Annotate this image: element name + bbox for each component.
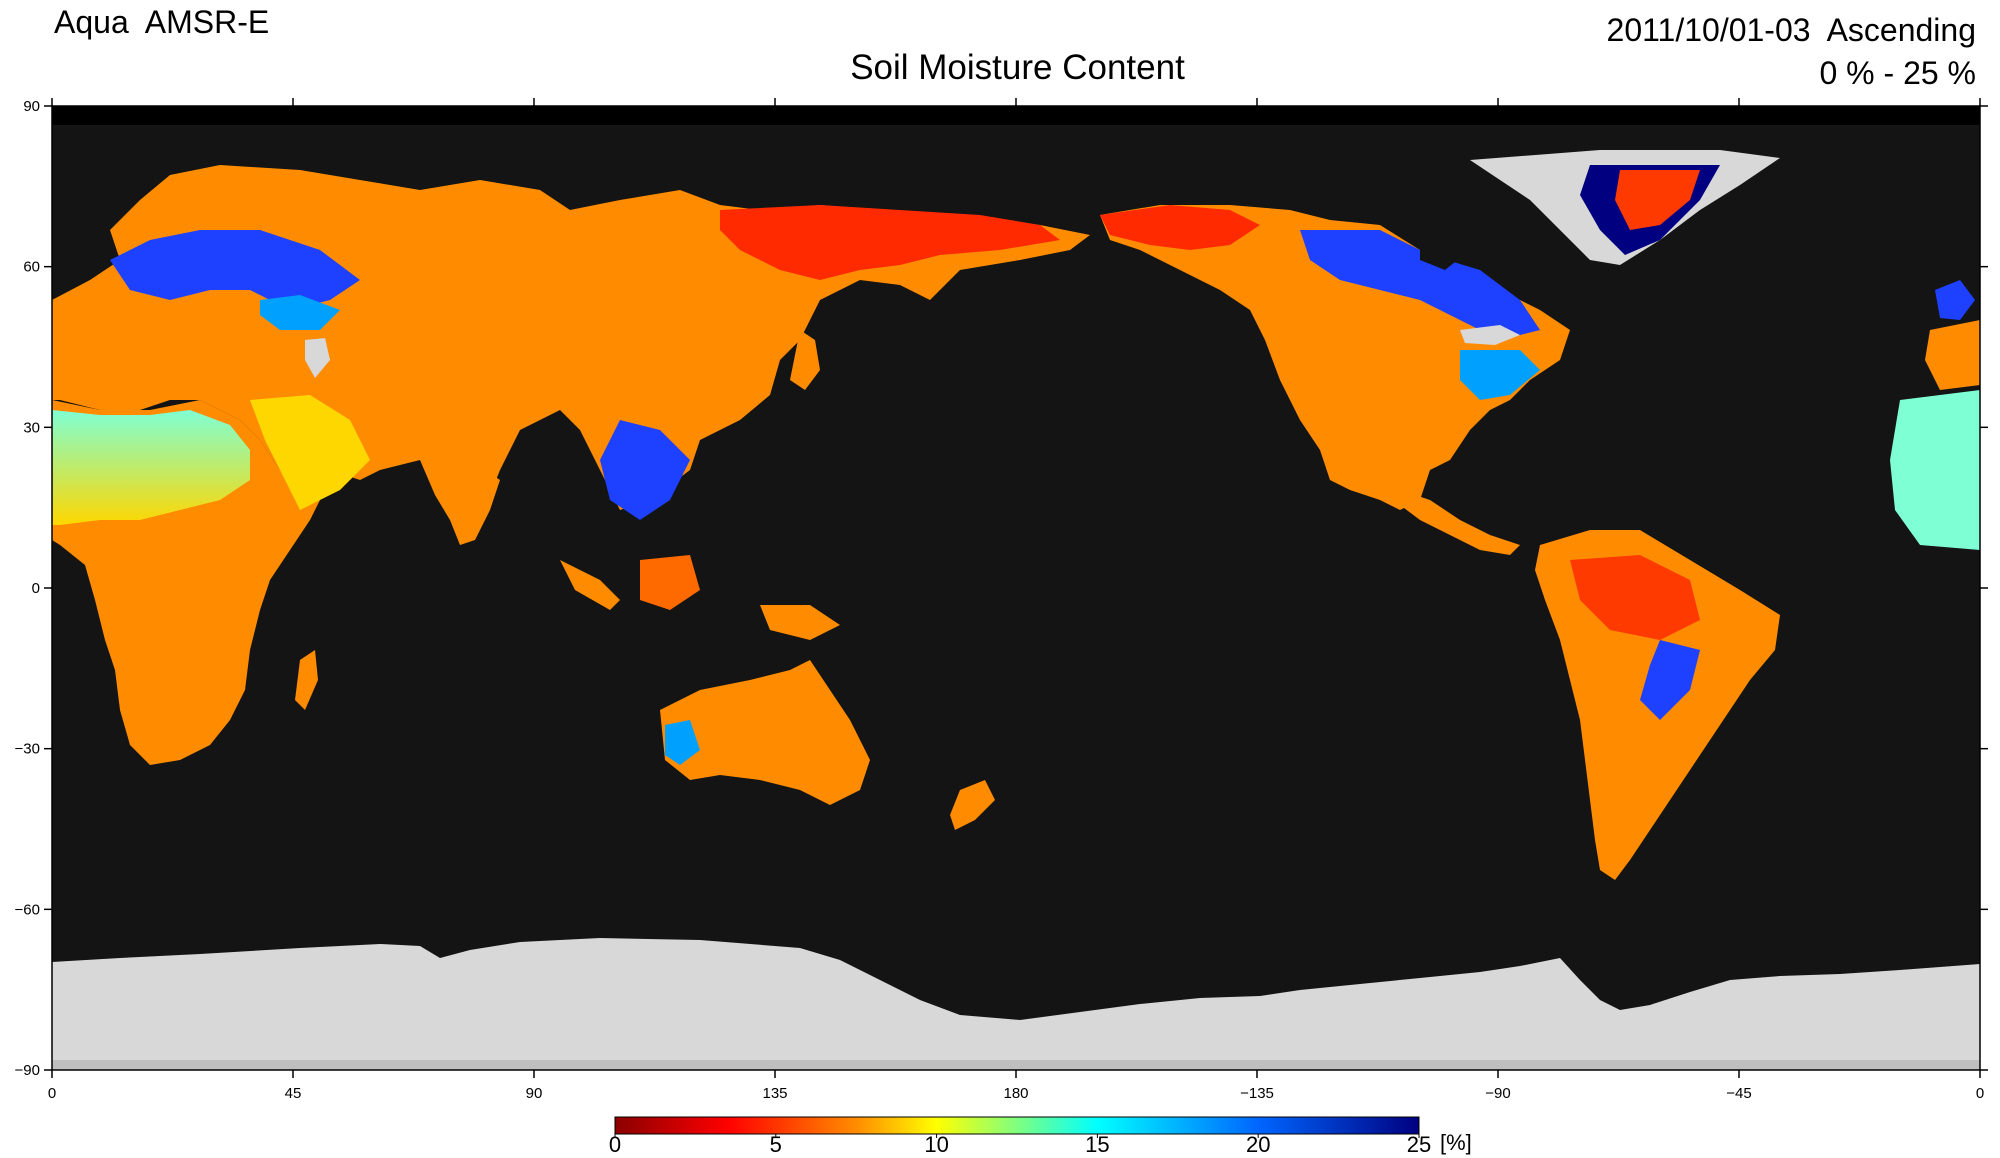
lon-tick-label: 180 — [1003, 1085, 1028, 1102]
antarctica — [52, 938, 1980, 1070]
colorbar-tick-label: 20 — [1246, 1132, 1270, 1157]
colorbar-unit: [%] — [1440, 1130, 1472, 1155]
south-america-wet — [1640, 640, 1700, 720]
lat-tick-label: 60 — [23, 259, 40, 276]
alaska-dry — [1100, 205, 1260, 250]
lat-tick-label: 90 — [23, 98, 40, 115]
canada-wet — [1300, 230, 1540, 340]
lat-tick-label: −90 — [15, 1062, 40, 1079]
lon-tick-label: 0 — [1976, 1085, 1984, 1102]
satellite-label: Aqua AMSR-E — [54, 4, 270, 40]
sumatra — [560, 560, 620, 610]
new-guinea — [760, 605, 840, 640]
map-title: Soil Moisture Content — [850, 48, 1185, 87]
lat-tick-label: 0 — [32, 580, 40, 597]
lon-tick-label: 45 — [285, 1085, 302, 1102]
date-label: 2011/10/01-03 Ascending — [1606, 12, 1976, 48]
sahara — [52, 410, 250, 525]
lon-tick-label: −90 — [1485, 1085, 1510, 1102]
colorbar-tick-label: 25 — [1407, 1132, 1431, 1157]
amazon-dry — [1570, 555, 1700, 640]
range-label: 0 % - 25 % — [1819, 55, 1976, 91]
greenland-core — [1615, 170, 1700, 230]
colorbar-labels: 0 5 10 15 20 25 — [609, 1132, 1431, 1157]
colorbar-tick-label: 10 — [924, 1132, 948, 1157]
colorbar — [614, 1116, 1420, 1135]
new-zealand — [950, 780, 995, 830]
colorbar-tick-label: 15 — [1085, 1132, 1109, 1157]
eastern-us-wet — [1460, 350, 1540, 400]
lat-tick-label: −60 — [15, 901, 40, 918]
europe-wet — [110, 230, 360, 310]
southeast-asia-wet — [600, 420, 690, 520]
lon-tick-label: 90 — [526, 1085, 543, 1102]
arabia — [250, 395, 370, 510]
lon-tick-label: −45 — [1726, 1085, 1751, 1102]
british-isles — [1935, 280, 1975, 320]
lon-tick-label: 135 — [762, 1085, 787, 1102]
siberia-dry — [720, 205, 1060, 280]
antarctica-base — [52, 1060, 1980, 1070]
borneo — [640, 555, 700, 610]
australia-wet — [665, 720, 700, 765]
india — [420, 460, 500, 545]
great-lakes — [1460, 325, 1520, 345]
australia — [660, 660, 870, 805]
lon-tick-label: 0 — [48, 1085, 56, 1102]
hudson-bay — [1420, 230, 1470, 270]
colorbar-tick-label: 5 — [770, 1132, 782, 1157]
lat-tick-label: −30 — [15, 741, 40, 758]
central-america — [1400, 490, 1520, 555]
longitude-labels: 0 45 90 135 180 −135 −90 −45 0 — [48, 1085, 1984, 1102]
colorbar-tick-label: 0 — [609, 1132, 621, 1157]
west-africa-edge — [1890, 390, 1980, 550]
lat-tick-label: 30 — [23, 419, 40, 436]
madagascar — [295, 650, 318, 710]
europe-wet-2 — [260, 295, 340, 330]
no-data-band — [52, 106, 1980, 125]
iberia-edge — [1925, 320, 1980, 390]
lon-tick-label: −135 — [1240, 1085, 1274, 1102]
japan — [790, 330, 820, 390]
latitude-labels: 90 60 30 0 −30 −60 −90 — [15, 98, 40, 1079]
axis-ticks — [44, 98, 1988, 1078]
caspian-sea — [305, 338, 330, 378]
